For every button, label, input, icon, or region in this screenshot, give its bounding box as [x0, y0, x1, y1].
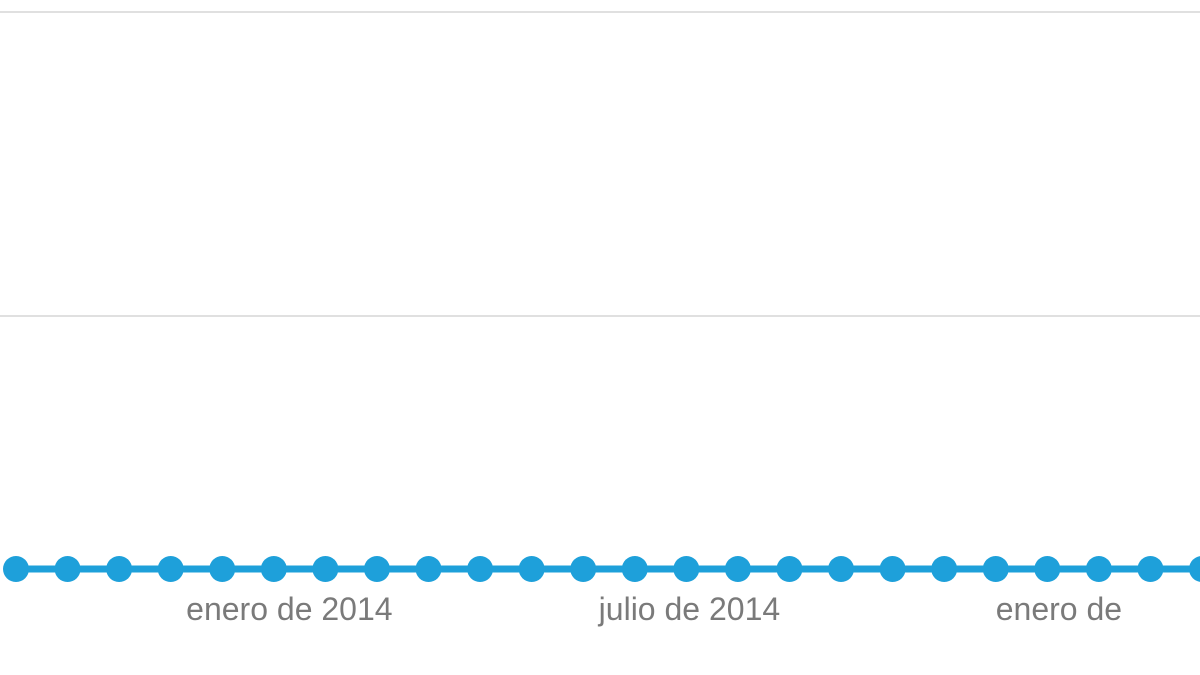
data-point[interactable]	[519, 556, 545, 582]
data-point[interactable]	[55, 556, 81, 582]
data-point[interactable]	[931, 556, 957, 582]
data-point[interactable]	[1034, 556, 1060, 582]
data-point[interactable]	[158, 556, 184, 582]
line-chart: enero de 2014 julio de 2014 enero de	[0, 0, 1200, 675]
data-point[interactable]	[3, 556, 29, 582]
data-point[interactable]	[983, 556, 1009, 582]
data-point[interactable]	[673, 556, 699, 582]
data-point[interactable]	[828, 556, 854, 582]
data-point[interactable]	[776, 556, 802, 582]
data-point[interactable]	[622, 556, 648, 582]
x-axis-label: enero de 2014	[186, 591, 392, 627]
chart-canvas: enero de 2014 julio de 2014 enero de	[0, 0, 1200, 675]
data-point[interactable]	[880, 556, 906, 582]
x-axis-label: enero de	[996, 591, 1122, 627]
data-point[interactable]	[312, 556, 338, 582]
x-axis-label: julio de 2014	[598, 591, 780, 627]
data-point[interactable]	[209, 556, 235, 582]
data-point[interactable]	[364, 556, 390, 582]
data-point[interactable]	[570, 556, 596, 582]
data-point[interactable]	[106, 556, 132, 582]
data-point[interactable]	[416, 556, 442, 582]
data-point[interactable]	[1086, 556, 1112, 582]
data-point[interactable]	[1137, 556, 1163, 582]
data-point[interactable]	[725, 556, 751, 582]
data-point[interactable]	[467, 556, 493, 582]
data-point[interactable]	[261, 556, 287, 582]
